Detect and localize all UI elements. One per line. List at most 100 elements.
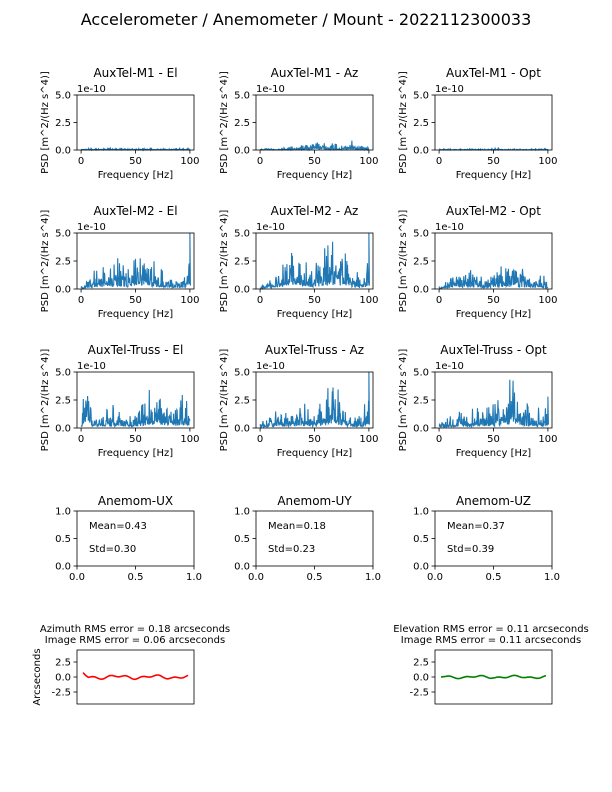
m2-opt-xtick-label: 0 bbox=[436, 295, 442, 306]
m2-az-scale-label: 1e-10 bbox=[256, 222, 285, 233]
az-rms-title-line: Image RMS error = 0.06 arcseconds bbox=[45, 635, 225, 646]
anem-uy-xtick-label: 0.0 bbox=[248, 572, 264, 583]
m1-opt-xtick-label: 0 bbox=[436, 156, 442, 167]
anem-uy-axes-frame bbox=[255, 510, 374, 567]
m1-az-xtick-label: 0 bbox=[257, 156, 263, 167]
truss-opt-title: AuxTel-Truss - Opt bbox=[440, 343, 547, 357]
anem-uz-title: Anemom-UZ bbox=[456, 494, 531, 508]
truss-opt-ytick-label: 2.5 bbox=[413, 396, 429, 407]
truss-el-xlabel: Frequency [Hz] bbox=[98, 448, 174, 459]
m1-az-ylabel: PSD [m^2/(Hz s^4)] bbox=[219, 71, 230, 174]
el-rms-ytick-label: 0.0 bbox=[413, 673, 429, 684]
truss-az-xtick-label: 100 bbox=[359, 434, 378, 445]
anem-uz-std-text: Std=0.39 bbox=[447, 544, 494, 555]
anem-ux-ytick-label: 0.0 bbox=[55, 562, 71, 573]
truss-el-xtick-label: 0 bbox=[78, 434, 84, 445]
m2-opt-xlabel: Frequency [Hz] bbox=[456, 309, 532, 320]
truss-az-ytick-label: 5.0 bbox=[234, 368, 250, 379]
az-rms-ylabel: Arcseconds bbox=[32, 648, 43, 705]
m1-az-ytick-label: 2.5 bbox=[234, 118, 250, 129]
truss-az-xtick-label: 50 bbox=[308, 434, 321, 445]
figure-title: Accelerometer / Anemometer / Mount - 202… bbox=[80, 10, 532, 29]
truss-opt-psd-series bbox=[438, 379, 549, 429]
m2-el-xtick-label: 100 bbox=[180, 295, 199, 306]
m2-opt-title: AuxTel-M2 - Opt bbox=[446, 204, 541, 218]
m2-opt-ytick-label: 0.0 bbox=[413, 285, 429, 296]
anem-uy-mean-text: Mean=0.18 bbox=[268, 521, 326, 532]
m2-opt-ylabel: PSD [m^2/(Hz s^4)] bbox=[398, 210, 409, 313]
truss-el-psd-series bbox=[80, 389, 191, 429]
anem-uz-ytick-label: 0.5 bbox=[413, 534, 429, 545]
m2-el-ytick-label: 5.0 bbox=[55, 229, 71, 240]
anem-ux-title: Anemom-UX bbox=[98, 494, 173, 508]
truss-az-ylabel: PSD [m^2/(Hz s^4)] bbox=[219, 349, 230, 452]
m1-opt-ytick-label: 2.5 bbox=[413, 118, 429, 129]
m2-el-xtick-label: 0 bbox=[78, 295, 84, 306]
m1-opt-xtick-label: 50 bbox=[487, 156, 500, 167]
m1-az-axes-frame bbox=[255, 94, 374, 151]
anem-ux-xtick-label: 0.0 bbox=[69, 572, 85, 583]
m1-el-ylabel: PSD [m^2/(Hz s^4)] bbox=[40, 71, 51, 174]
m1-az-ytick-label: 0.0 bbox=[234, 146, 250, 157]
el-rms-title-line: Elevation RMS error = 0.11 arcseconds bbox=[393, 624, 589, 635]
truss-el-xtick-label: 50 bbox=[129, 434, 142, 445]
az-rms-ytick-label: 2.5 bbox=[55, 658, 71, 669]
truss-opt-ylabel: PSD [m^2/(Hz s^4)] bbox=[398, 349, 409, 452]
m2-el-psd-series bbox=[80, 232, 191, 290]
anem-uy-xtick-label: 1.0 bbox=[365, 572, 381, 583]
m1-el-xtick-label: 50 bbox=[129, 156, 142, 167]
anem-uy-ytick-label: 0.0 bbox=[234, 562, 250, 573]
m2-az-title: AuxTel-M2 - Az bbox=[271, 204, 359, 218]
az-rms-ytick-label: -2.5 bbox=[51, 688, 71, 699]
m1-el-xlabel: Frequency [Hz] bbox=[98, 170, 174, 181]
anem-ux-ytick-label: 0.5 bbox=[55, 534, 71, 545]
truss-el-ytick-label: 5.0 bbox=[55, 368, 71, 379]
anem-uz-xtick-label: 0.5 bbox=[486, 572, 502, 583]
m1-el-ytick-label: 0.0 bbox=[55, 146, 71, 157]
m2-az-xtick-label: 50 bbox=[308, 295, 321, 306]
m1-az-xlabel: Frequency [Hz] bbox=[277, 170, 353, 181]
truss-el-xtick-label: 100 bbox=[180, 434, 199, 445]
m1-el-xtick-label: 100 bbox=[180, 156, 199, 167]
m1-az-xtick-label: 50 bbox=[308, 156, 321, 167]
truss-el-ytick-label: 2.5 bbox=[55, 396, 71, 407]
truss-opt-ytick-label: 0.0 bbox=[413, 424, 429, 435]
m1-opt-ytick-label: 0.0 bbox=[413, 146, 429, 157]
m2-az-xlabel: Frequency [Hz] bbox=[277, 309, 353, 320]
truss-el-ytick-label: 0.0 bbox=[55, 424, 71, 435]
m1-az-ytick-label: 5.0 bbox=[234, 91, 250, 102]
anem-ux-std-text: Std=0.30 bbox=[89, 544, 136, 555]
m1-el-axes-frame bbox=[76, 94, 195, 151]
m2-opt-scale-label: 1e-10 bbox=[435, 222, 464, 233]
m2-az-psd-series bbox=[259, 232, 370, 290]
m2-el-xlabel: Frequency [Hz] bbox=[98, 309, 174, 320]
truss-opt-xlabel: Frequency [Hz] bbox=[456, 448, 532, 459]
el-rms-ytick-label: 2.5 bbox=[413, 658, 429, 669]
anem-uz-ytick-label: 0.0 bbox=[413, 562, 429, 573]
el-rms-title-line: Image RMS error = 0.11 arcseconds bbox=[401, 635, 581, 646]
m2-opt-xtick-label: 100 bbox=[538, 295, 557, 306]
m1-el-ytick-label: 5.0 bbox=[55, 91, 71, 102]
truss-az-xtick-label: 0 bbox=[257, 434, 263, 445]
az-rms-ytick-label: 0.0 bbox=[55, 673, 71, 684]
m2-az-ytick-label: 5.0 bbox=[234, 229, 250, 240]
anem-uz-xtick-label: 0.0 bbox=[427, 572, 443, 583]
m1-opt-xtick-label: 100 bbox=[538, 156, 557, 167]
m1-el-xtick-label: 0 bbox=[78, 156, 84, 167]
truss-az-scale-label: 1e-10 bbox=[256, 361, 285, 372]
anem-ux-ytick-label: 1.0 bbox=[55, 507, 71, 518]
anem-uz-mean-text: Mean=0.37 bbox=[447, 521, 505, 532]
anem-uy-ytick-label: 0.5 bbox=[234, 534, 250, 545]
anem-uy-ytick-label: 1.0 bbox=[234, 507, 250, 518]
m2-opt-ytick-label: 2.5 bbox=[413, 257, 429, 268]
m1-opt-ylabel: PSD [m^2/(Hz s^4)] bbox=[398, 71, 409, 174]
anem-ux-axes-frame bbox=[76, 510, 195, 567]
truss-opt-xtick-label: 100 bbox=[538, 434, 557, 445]
az-rms-error-series bbox=[82, 672, 189, 681]
anem-ux-mean-text: Mean=0.43 bbox=[89, 521, 147, 532]
m1-az-xtick-label: 100 bbox=[359, 156, 378, 167]
truss-az-xlabel: Frequency [Hz] bbox=[277, 448, 353, 459]
m2-el-ytick-label: 2.5 bbox=[55, 257, 71, 268]
el-rms-ytick-label: -2.5 bbox=[409, 688, 429, 699]
